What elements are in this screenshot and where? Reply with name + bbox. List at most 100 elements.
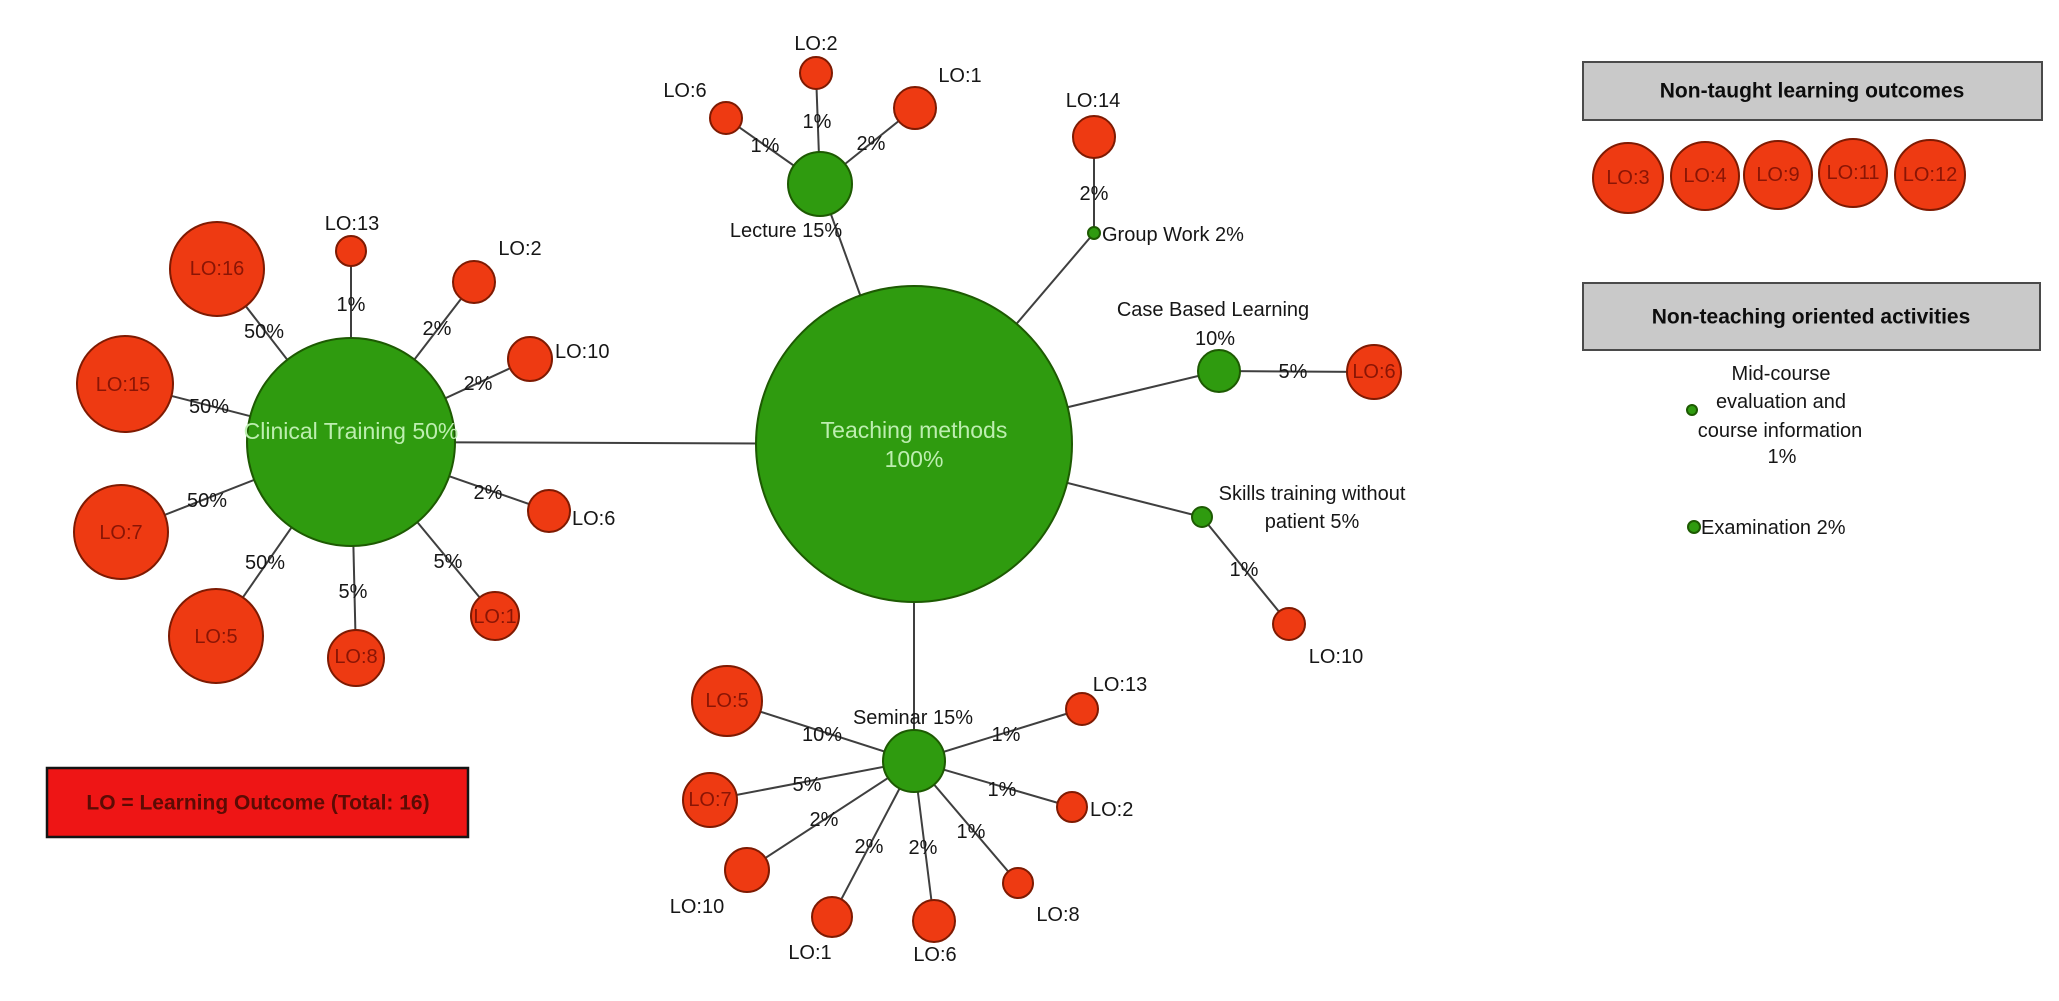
seminar-lo10-node (724, 847, 770, 893)
seminar-lo7-node (682, 772, 738, 828)
clinical-lo15-label: LO:15 (96, 374, 150, 396)
seminar-node (882, 729, 946, 793)
clinical-lo1-pct: 5% (434, 551, 463, 573)
seminar-lo10-label: LO:10 (670, 896, 724, 918)
skills-label-line2: patient 5% (1265, 511, 1360, 533)
clinical-lo5-node (168, 588, 264, 684)
lecture-lo2-node (799, 56, 833, 90)
lecture-lo6-node (709, 101, 743, 135)
nontaught-lo3-label: LO:3 (1606, 167, 1649, 189)
case-based-label-line2: 10% (1195, 328, 1235, 350)
clinical-training-node (246, 337, 456, 547)
clinical-lo1-label: LO:1 (473, 606, 516, 628)
seminar-lo10-pct: 2% (810, 809, 839, 831)
outcome-nodes (73, 56, 1402, 943)
non-taught-header: Non-taught learning outcomes (1660, 80, 1965, 103)
clinical-lo5-label: LO:5 (194, 626, 237, 648)
seminar-lo13-pct: 1% (992, 724, 1021, 746)
clinical-training-label: Clinical Training 50% (244, 418, 459, 444)
examination-label: Examination 2% (1701, 517, 1846, 539)
seminar-lo8-pct: 1% (957, 821, 986, 843)
nontaught-lo9-node (1743, 140, 1813, 210)
edge-skills-lo10 (1201, 516, 1290, 625)
lecture-lo1-pct: 2% (857, 133, 886, 155)
nontaught-lo12-label: LO:12 (1903, 164, 1957, 186)
clinical-lo7-pct: 50% (187, 490, 227, 512)
non-teaching-panel: Non-teaching oriented activities Mid-cou… (1582, 282, 2041, 539)
seminar-lo1-node (811, 896, 853, 938)
clinical-satellite-labels: LO:16 50% LO:13 1% LO:2 2% LO:10 2% LO:6… (96, 213, 616, 668)
clinical-lo16-label: LO:16 (190, 258, 244, 280)
skills-lo10-pct: 1% (1230, 559, 1259, 581)
clinical-lo16-node (169, 221, 265, 317)
clinical-lo16-pct: 50% (244, 321, 284, 343)
lecture-node (787, 151, 853, 217)
lecture-lo2-label: LO:2 (794, 33, 837, 55)
node-labels: Teaching methods 100% Clinical Training … (244, 220, 1406, 729)
non-teaching-header: Non-teaching oriented activities (1652, 306, 1971, 329)
clinical-lo1-node (470, 591, 520, 641)
non-taught-header-box (1582, 61, 2043, 121)
lecture-lo2-pct: 1% (803, 111, 832, 133)
case-based-node (1197, 349, 1241, 393)
method-nodes (246, 151, 1241, 793)
legend: LO = Learning Outcome (Total: 16) (45, 766, 470, 839)
skills-lo10-node (1272, 607, 1306, 641)
clinical-lo8-node (327, 629, 385, 687)
nontaught-lo9-label: LO:9 (1756, 164, 1799, 186)
seminar-lo6-node (912, 899, 956, 943)
lecture-lo1-label: LO:1 (938, 65, 981, 87)
group-work-label: Group Work 2% (1102, 224, 1244, 246)
seminar-lo13-node (1065, 692, 1099, 726)
lecture-lo1-node (893, 86, 937, 130)
skills-lo10-label: LO:10 (1309, 646, 1363, 668)
legend-box (45, 766, 470, 839)
groupwork-lo14-node (1072, 115, 1116, 159)
clinical-lo6-node (527, 489, 571, 533)
teaching-methods-label-line1: Teaching methods (821, 417, 1008, 443)
casebased-lo6-pct: 5% (1279, 361, 1308, 383)
seminar-lo5-pct: 10% (802, 724, 842, 746)
clinical-lo6-pct: 2% (474, 482, 503, 504)
skills-training-node (1191, 506, 1213, 528)
edge-seminar-lo7 (709, 760, 915, 801)
groupwork-lo14-label: LO:14 (1066, 90, 1120, 112)
groupwork-lo14-pct: 2% (1080, 183, 1109, 205)
clinical-lo2-pct: 2% (423, 318, 452, 340)
seminar-lo7-pct: 5% (793, 774, 822, 796)
nontaught-lo12-node (1894, 139, 1966, 211)
seminar-lo2-node (1056, 791, 1088, 823)
seminar-lo5-label: LO:5 (705, 690, 748, 712)
seminar-lo8-node (1002, 867, 1034, 899)
nontaught-lo3-node (1592, 142, 1664, 214)
midcourse-line1: Mid-course (1732, 363, 1831, 385)
seminar-lo7-label: LO:7 (688, 789, 731, 811)
nontaught-lo4-node (1670, 141, 1740, 211)
non-teaching-header-box (1582, 282, 2041, 351)
clinical-lo5-pct: 50% (245, 552, 285, 574)
clinical-lo15-node (76, 335, 174, 433)
examination-dot (1687, 520, 1701, 534)
group-work-node (1087, 226, 1101, 240)
lecture-lo6-pct: 1% (751, 135, 780, 157)
clinical-lo10-pct: 2% (464, 373, 493, 395)
legend-label: LO = Learning Outcome (Total: 16) (86, 792, 429, 815)
nontaught-lo11-label: LO:11 (1827, 162, 1880, 184)
seminar-label: Seminar 15% (853, 707, 973, 729)
teaching-methods-label-line2: 100% (885, 446, 944, 472)
clinical-lo2-node (452, 260, 496, 304)
clinical-lo13-pct: 1% (337, 294, 366, 316)
clinical-lo13-node (335, 235, 367, 267)
seminar-lo1-label: LO:1 (788, 942, 831, 964)
clinical-lo10-node (507, 336, 553, 382)
seminar-lo1-pct: 2% (855, 836, 884, 858)
clinical-lo8-label: LO:8 (334, 646, 377, 668)
small-branch-satellite-labels: LO:14 2% LO:6 5% LO:10 1% (1066, 90, 1396, 668)
teaching-methods-node (755, 285, 1073, 603)
clinical-lo15-pct: 50% (189, 396, 229, 418)
non-taught-panel: Non-taught learning outcomes LO:3 LO:4 L… (1582, 61, 2043, 214)
midcourse-line2: evaluation and (1716, 391, 1846, 413)
seminar-lo2-label: LO:2 (1090, 799, 1133, 821)
